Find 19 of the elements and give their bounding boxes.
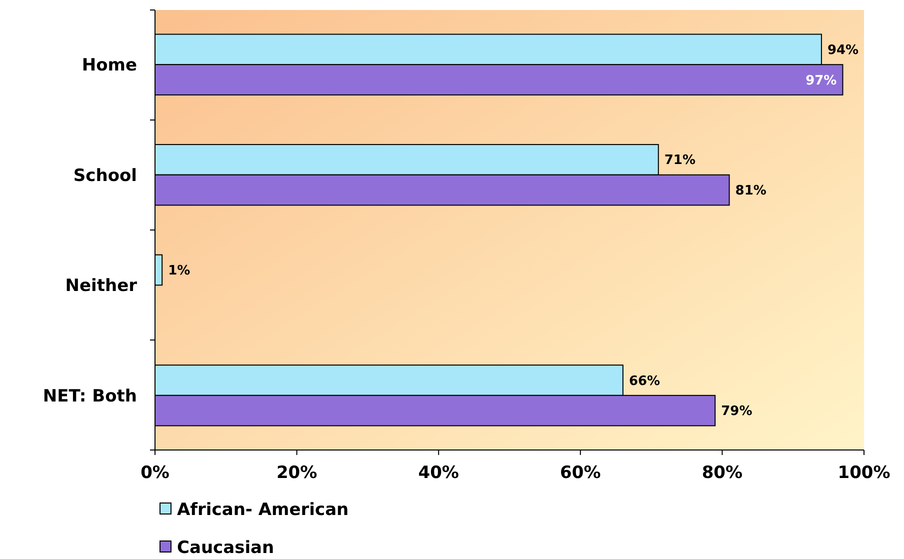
y-tick-label: Neither xyxy=(65,276,138,296)
y-tick-label: Home xyxy=(82,56,137,76)
data-label: 71% xyxy=(664,153,696,168)
y-tick-label: NET: Both xyxy=(42,386,137,406)
x-tick-label: 40% xyxy=(418,463,459,483)
x-tick-label: 80% xyxy=(702,463,743,483)
data-label: 1% xyxy=(168,264,190,279)
data-label: 81% xyxy=(735,184,766,199)
y-tick-label: School xyxy=(73,166,137,186)
legend-label: Caucasian xyxy=(177,538,274,558)
data-label: 94% xyxy=(827,42,859,58)
data-label: 79% xyxy=(721,404,752,420)
x-tick-label: 0% xyxy=(140,463,170,483)
data-label: 66% xyxy=(628,374,660,389)
x-tick-label: 20% xyxy=(276,463,318,483)
legend-label: African- American xyxy=(177,500,349,520)
x-tick-label: 60% xyxy=(560,463,601,483)
x-tick-label: 100% xyxy=(838,463,890,483)
data-label: 97% xyxy=(806,73,837,88)
